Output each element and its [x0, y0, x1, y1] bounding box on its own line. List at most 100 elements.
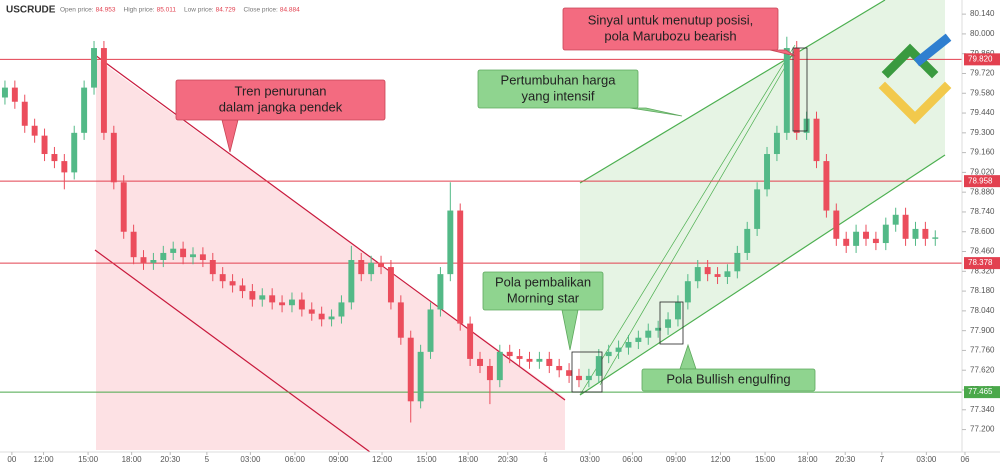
- x-tick-label: 15:00: [78, 455, 99, 464]
- candle-body: [288, 299, 295, 306]
- candle-body: [318, 313, 325, 320]
- candle-body: [556, 365, 563, 371]
- header-value: 85.011: [157, 7, 177, 14]
- candle-body: [100, 48, 107, 133]
- candles: [1, 36, 939, 423]
- candle-body: [387, 267, 394, 303]
- candle-body: [526, 358, 533, 362]
- candle-body: [61, 161, 68, 173]
- candle-body: [130, 231, 137, 258]
- candle-body: [516, 356, 523, 359]
- candle-body: [605, 351, 612, 357]
- candle-body: [457, 210, 464, 324]
- candle-body: [872, 238, 879, 244]
- candle-body: [932, 237, 939, 239]
- candle-body: [41, 135, 48, 155]
- candle-body: [308, 309, 315, 314]
- logo: [878, 33, 952, 125]
- candle-body: [684, 281, 691, 303]
- candle-body: [773, 132, 780, 155]
- candle-body: [417, 351, 424, 402]
- y-tick-label: 80.000: [970, 29, 995, 38]
- x-tick-label: 06:00: [622, 455, 643, 464]
- candle-body: [31, 125, 38, 136]
- candle-body: [467, 323, 474, 359]
- y-tick-label: 77.760: [970, 346, 995, 355]
- candle-body: [615, 347, 622, 352]
- header-label: Low price:: [184, 7, 214, 14]
- level-tag: [964, 175, 1000, 188]
- x-tick-label: 12:00: [372, 455, 393, 464]
- candle-body: [902, 214, 909, 239]
- y-tick-label: 79.160: [970, 148, 995, 157]
- y-tick-label: 78.880: [970, 187, 995, 196]
- candle-body: [348, 260, 355, 303]
- callout-box: [641, 368, 816, 392]
- y-tick-label: 79.720: [970, 69, 995, 78]
- level-label: 78.958: [968, 176, 993, 185]
- candle-body: [358, 260, 365, 275]
- x-tick-label: 06:00: [285, 455, 306, 464]
- candle-body: [724, 271, 731, 277]
- candle-body: [823, 161, 830, 211]
- fan-line: [579, 44, 796, 396]
- candle-body: [269, 295, 276, 303]
- x-tick-label: 18:00: [122, 455, 143, 464]
- x-tick-label: 06: [961, 455, 970, 464]
- pattern-box: [659, 301, 684, 345]
- callout-text: dalam jangka pendek: [219, 99, 343, 114]
- candle-body: [674, 302, 681, 320]
- y-tick-label: 78.040: [970, 306, 995, 315]
- candle-body: [477, 358, 483, 366]
- y-tick-label: 79.440: [970, 108, 995, 117]
- candle-body: [744, 228, 751, 253]
- candle-body: [407, 337, 414, 402]
- candle-body: [150, 260, 157, 263]
- candle-body: [892, 214, 899, 225]
- down-channel-fill: [96, 58, 565, 450]
- down-channel-line: [94, 249, 371, 453]
- level-tag: [964, 386, 1000, 399]
- candle-body: [437, 274, 444, 310]
- x-tick-label: 20:30: [835, 455, 856, 464]
- candle-body: [595, 356, 602, 376]
- candle-body: [110, 132, 117, 183]
- header: USCRUDE Open price: 84.953 High price: 85.01…: [6, 5, 300, 16]
- x-tick-label: 03:00: [240, 455, 261, 464]
- candle-body: [665, 319, 672, 328]
- x-tick-label: 00: [7, 455, 16, 464]
- candle-body: [566, 370, 573, 376]
- symbol: USCRUDE: [6, 5, 56, 16]
- candle-body: [635, 337, 642, 342]
- candle-body: [645, 330, 652, 338]
- candle-body: [922, 228, 929, 239]
- level-label: 78.378: [968, 258, 993, 267]
- level-label: 77.465: [968, 387, 993, 396]
- header-label: Open price:: [60, 7, 94, 14]
- candle-body: [160, 252, 167, 260]
- candle-body: [447, 210, 454, 275]
- candle-body: [190, 254, 196, 258]
- candle-body: [625, 341, 632, 348]
- pattern-box: [571, 351, 603, 393]
- candle-body: [546, 358, 553, 366]
- callout-text: Sinyal untuk menutup posisi,: [588, 12, 753, 27]
- y-tick-label: 79.580: [970, 88, 995, 97]
- candle-body: [764, 154, 770, 190]
- candle-body: [71, 132, 78, 173]
- callout-pointer: [561, 309, 579, 351]
- x-tick-label: 03:00: [916, 455, 937, 464]
- candle-body: [853, 231, 860, 246]
- candle-body: [506, 351, 513, 357]
- candle-body: [754, 189, 761, 229]
- candle-body: [585, 375, 592, 381]
- callout-box: [482, 271, 604, 311]
- candle-body: [536, 358, 543, 362]
- x-tick-label: 12:00: [34, 455, 55, 464]
- header-value: 84.953: [96, 7, 116, 14]
- callout-pointer: [769, 49, 796, 57]
- y-tick-label: 78.320: [970, 266, 995, 275]
- callout-box: [562, 7, 779, 51]
- candle-body: [655, 327, 662, 331]
